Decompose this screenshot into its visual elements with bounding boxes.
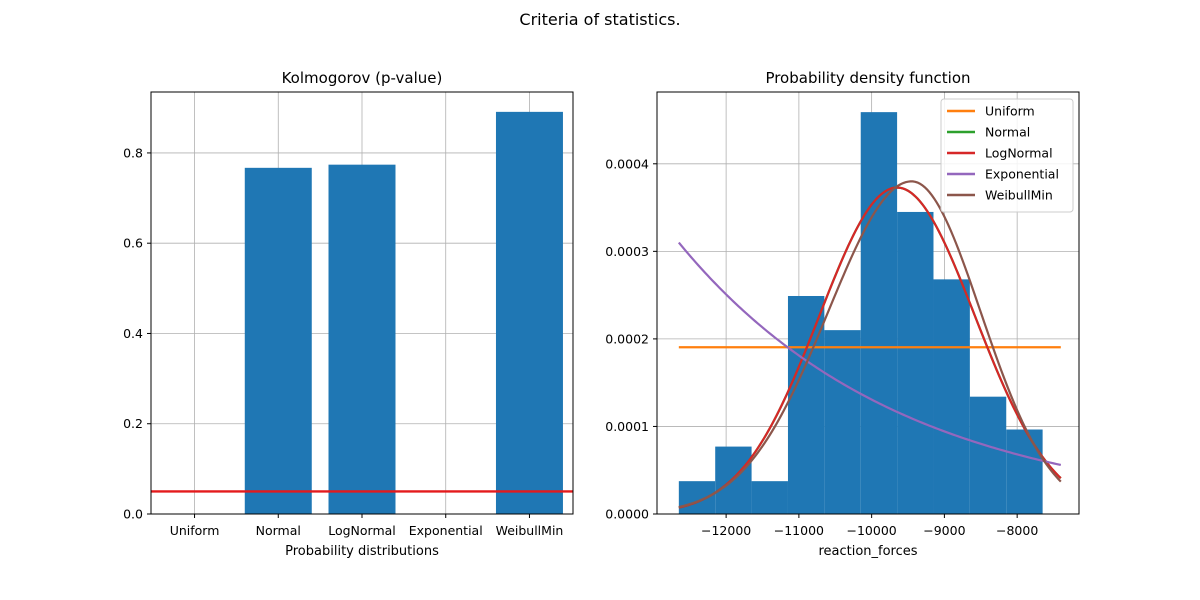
pdf-legend: Uniform Normal LogNormal Exponential Weibull… [940, 98, 1074, 213]
figure-suptitle: Criteria of statistics. [519, 10, 680, 29]
kolmogorov-bar-lognormal [328, 164, 396, 515]
pdf-x-tick-label: −11000 [774, 523, 824, 538]
kolmogorov-bar-normal [244, 167, 312, 515]
pdf-histogram [678, 112, 1043, 515]
pdf-histogram-bin [1006, 429, 1043, 514]
pdf-histogram-bin [933, 279, 970, 514]
pdf-legend-label: Uniform [985, 104, 1035, 119]
pdf-y-tick-label: 0.0004 [605, 156, 649, 171]
pdf-y-tick-label: 0.0003 [605, 244, 649, 259]
kolmogorov-bar-weibullmin [495, 111, 563, 514]
pdf-x-label: reaction_forces [818, 544, 917, 559]
kolmogorov-y-tick-label: 0.6 [123, 236, 143, 251]
pdf-histogram-bin [751, 481, 788, 514]
kolmogorov-y-tick-label: 0.8 [123, 145, 143, 160]
pdf-x-tick-label: −9000 [923, 523, 965, 538]
pdf-x-tick-label: −8000 [996, 523, 1038, 538]
kolmogorov-x-tick-label: Exponential [409, 523, 483, 538]
pdf-lines [677, 180, 1062, 509]
pdf-histogram-bin [897, 211, 934, 515]
kolmogorov-panel: Kolmogorov (p-value) Uniform Normal LogNor… [123, 69, 574, 559]
pdf-histogram-bin [969, 396, 1007, 514]
kolmogorov-x-ticks: Uniform Normal LogNormal Exponential Weibull… [170, 514, 564, 538]
kolmogorov-x-tick-label: Normal [256, 523, 301, 538]
kolmogorov-y-tick-label: 0.2 [123, 416, 143, 431]
pdf-histogram-bin [787, 295, 825, 514]
pdf-panel: Probability density function −12000 −1100… [605, 69, 1080, 559]
kolmogorov-x-tick-label: LogNormal [328, 523, 396, 538]
pdf-legend-label: LogNormal [985, 146, 1053, 161]
pdf-y-tick-label: 0.0002 [605, 331, 649, 346]
pdf-histogram-bin [824, 330, 861, 514]
pdf-legend-label: WeibullMin [985, 188, 1053, 203]
pdf-y-tick-label: 0.0001 [605, 419, 649, 434]
pdf-line-exponential [677, 241, 1062, 467]
kolmogorov-bars [244, 111, 563, 515]
kolmogorov-x-tick-label: Uniform [170, 523, 220, 538]
pdf-histogram-bin [860, 112, 898, 514]
kolmogorov-y-ticks: 0.0 0.2 0.4 0.6 0.8 [123, 145, 151, 522]
pdf-y-ticks: 0.0000 0.0001 0.0002 0.0003 0.0004 [605, 156, 657, 522]
pdf-legend-label: Exponential [985, 167, 1059, 182]
pdf-y-tick-label: 0.0000 [605, 507, 649, 522]
pdf-histogram-bin [678, 481, 716, 514]
pdf-legend-label: Normal [985, 125, 1030, 140]
pdf-title: Probability density function [765, 69, 970, 87]
kolmogorov-x-tick-label: WeibullMin [496, 523, 564, 538]
pdf-x-tick-label: −10000 [847, 523, 897, 538]
pdf-legend-box [940, 98, 1074, 213]
pdf-x-ticks: −12000 −11000 −10000 −9000 −8000 [701, 514, 1038, 538]
kolmogorov-y-tick-label: 0.0 [123, 507, 143, 522]
pdf-plot-frame [656, 91, 1080, 515]
pdf-line-lognormal [678, 186, 1062, 509]
kolmogorov-x-label: Probability distributions [285, 544, 439, 559]
pdf-x-tick-label: −12000 [701, 523, 751, 538]
pdf-line-weibullmin [678, 180, 1062, 509]
kolmogorov-y-tick-label: 0.4 [123, 326, 143, 341]
kolmogorov-title: Kolmogorov (p-value) [282, 69, 443, 87]
